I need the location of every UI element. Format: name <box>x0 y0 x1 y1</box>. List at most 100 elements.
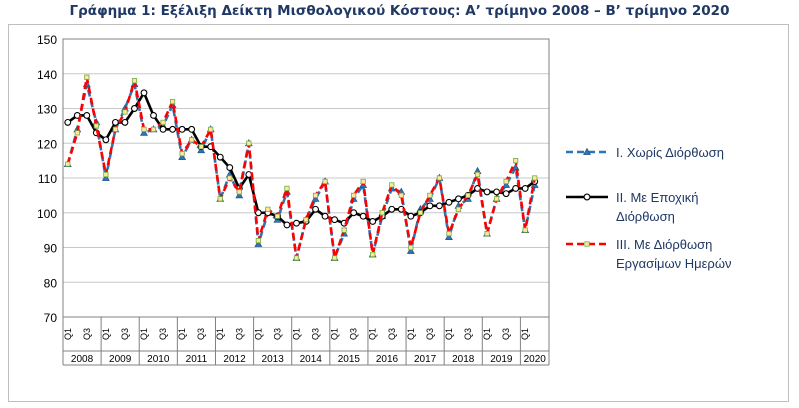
x-year-label: 2020 <box>524 354 547 365</box>
data-point <box>341 227 347 233</box>
y-tick-label: 70 <box>44 311 58 325</box>
data-point <box>74 130 80 136</box>
data-point <box>436 175 443 181</box>
data-point <box>103 171 109 178</box>
data-point <box>512 184 520 192</box>
x-tick-label: Q1 <box>330 328 340 340</box>
data-point <box>484 230 490 237</box>
data-point <box>64 118 72 126</box>
series-line <box>66 82 536 260</box>
data-point <box>112 126 119 132</box>
series-line <box>66 75 536 260</box>
data-point <box>284 185 290 192</box>
data-point <box>322 178 328 185</box>
x-axis: Q1 Q3 Q1 Q3 Q1 Q3 Q1 Q3 Q1 Q3 Q1 Q3 Q1 Q3 Q1 Q3 Q1 Q3 Q1 Q3… <box>62 317 550 366</box>
x-year-label: 2008 <box>71 354 94 365</box>
series-line <box>66 91 536 227</box>
x-tick-label: Q3 <box>463 328 473 340</box>
data-point <box>503 178 509 185</box>
x-year-label: 2018 <box>452 354 475 365</box>
data-point <box>140 128 148 136</box>
data-point <box>198 144 204 150</box>
data-point <box>150 126 157 132</box>
series-lines <box>63 74 539 261</box>
legend-label: ΙΙ. Με Εποχική <box>616 190 698 205</box>
data-point <box>522 227 528 233</box>
data-point <box>178 152 187 161</box>
legend-item-1: Ι. Χωρίς Διόρθωση <box>566 145 724 160</box>
data-point <box>131 105 138 112</box>
data-point <box>474 171 481 178</box>
x-year-label: 2015 <box>338 354 361 365</box>
data-point <box>513 158 519 164</box>
y-tick-label: 150 <box>37 33 57 47</box>
data-point <box>370 251 376 258</box>
x-tick-label: Q3 <box>311 328 321 340</box>
data-point <box>369 217 377 225</box>
x-year-label: 2009 <box>109 354 132 365</box>
x-tick-label: Q1 <box>253 328 263 340</box>
data-point <box>293 219 300 227</box>
data-point <box>407 212 415 220</box>
data-point <box>159 125 167 133</box>
y-tick-label: 90 <box>44 242 58 256</box>
data-point <box>274 213 281 219</box>
x-year-label: 2013 <box>262 354 285 365</box>
x-tick-label: Q1 <box>215 328 225 340</box>
data-point <box>235 191 244 199</box>
data-point <box>502 190 510 198</box>
data-point <box>102 136 110 144</box>
data-point <box>446 230 452 237</box>
y-tick-label: 130 <box>37 103 57 117</box>
data-point <box>101 173 110 181</box>
data-point <box>455 206 462 212</box>
data-point <box>283 221 291 229</box>
data-point <box>178 125 186 133</box>
legend-label: Διόρθωση <box>616 209 675 224</box>
data-point <box>227 175 233 181</box>
data-point <box>312 192 319 198</box>
data-point <box>426 202 434 210</box>
x-tick-label: Q3 <box>120 328 130 340</box>
x-tick-label: Q3 <box>234 328 244 340</box>
x-tick-label: Q3 <box>272 328 282 340</box>
data-point <box>121 118 129 126</box>
data-point <box>521 184 529 192</box>
data-point <box>388 205 396 213</box>
data-point <box>583 147 591 155</box>
x-tick-label: Q3 <box>349 328 359 340</box>
legend-label: Ι. Χωρίς Διόρθωση <box>616 145 724 160</box>
data-point <box>93 123 99 129</box>
data-point <box>236 189 242 195</box>
data-point <box>254 239 263 247</box>
plot-area <box>62 38 550 318</box>
data-point <box>351 192 357 198</box>
data-point <box>379 210 385 216</box>
data-point <box>389 182 395 188</box>
data-point <box>65 161 71 167</box>
data-point <box>398 192 404 198</box>
x-year-label: 2017 <box>414 354 437 365</box>
series-3 <box>65 74 538 261</box>
data-point <box>312 205 319 213</box>
x-tick-label: Q3 <box>387 328 397 340</box>
grid-lines <box>62 38 550 318</box>
x-tick-label: Q1 <box>482 328 492 340</box>
x-tick-label: Q1 <box>444 328 454 340</box>
y-tick-label: 140 <box>37 68 57 82</box>
data-point <box>321 212 329 220</box>
data-point <box>265 206 271 212</box>
x-tick-label: Q3 <box>82 328 92 340</box>
y-tick-label: 120 <box>37 137 57 151</box>
x-tick-label: Q1 <box>101 328 111 340</box>
data-point <box>254 209 262 217</box>
data-point <box>226 164 234 172</box>
chart-title: Γράφημα 1: Εξέλιξη Δείκτη Μισθολογικού Κ… <box>69 3 730 19</box>
data-point <box>141 126 147 132</box>
data-point <box>169 98 176 105</box>
data-point <box>111 118 119 126</box>
x-year-label: 2012 <box>223 354 246 365</box>
data-point <box>584 241 590 247</box>
data-point <box>83 111 91 119</box>
legend-label: ΙΙΙ. Με Διόρθωση <box>616 237 712 252</box>
